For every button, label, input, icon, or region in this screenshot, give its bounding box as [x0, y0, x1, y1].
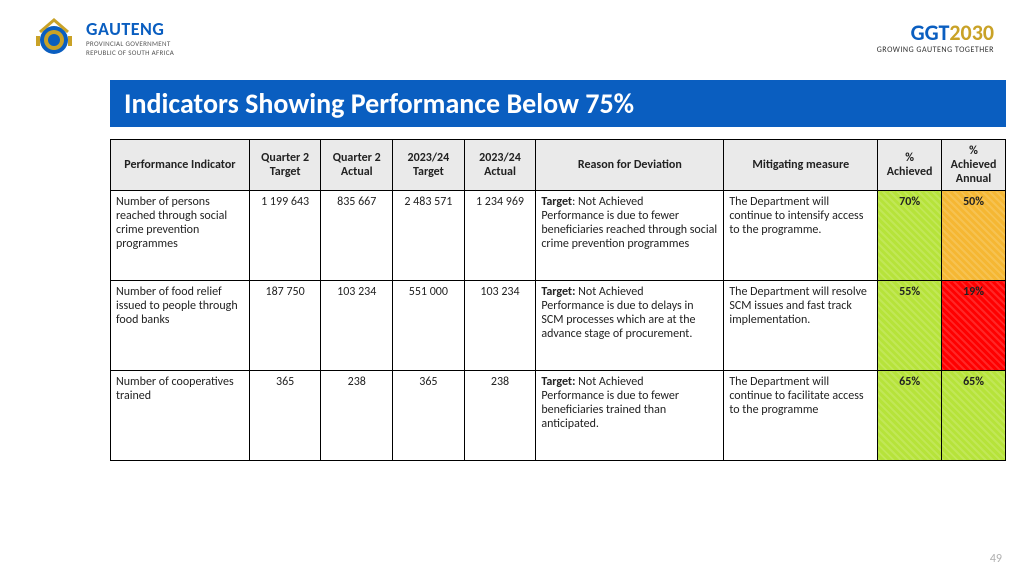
gauteng-sub1: PROVINCIAL GOVERNMENT	[86, 40, 174, 47]
gauteng-sub2: REPUBLIC OF SOUTH AFRICA	[86, 49, 174, 56]
cell-q2-actual: 238	[321, 371, 393, 461]
cell-reason: Target: Not AchievedPerformance is due t…	[536, 371, 724, 461]
cell-mitigating: The Department will resolve SCM issues a…	[724, 281, 878, 371]
table-row: Number of food relief issued to people t…	[111, 281, 1006, 371]
cell-pct-annual: 65%	[942, 371, 1006, 461]
col-y-target: 2023/24 Target	[393, 140, 465, 191]
cell-q2-target: 365	[249, 371, 321, 461]
table-row: Number of persons reached through social…	[111, 191, 1006, 281]
cell-pct-annual: 19%	[942, 281, 1006, 371]
cell-mitigating: The Department will continue to intensif…	[724, 191, 878, 281]
col-indicator: Performance Indicator	[111, 140, 250, 191]
cell-pct-achieved: 70%	[878, 191, 942, 281]
cell-y-actual: 103 234	[464, 281, 536, 371]
table-header-row: Performance Indicator Quarter 2 Target Q…	[111, 140, 1006, 191]
page-number: 49	[990, 552, 1002, 566]
cell-indicator: Number of cooperatives trained	[111, 371, 250, 461]
cell-reason: Target: Not AchievedPerformance is due t…	[536, 191, 724, 281]
cell-y-actual: 1 234 969	[464, 191, 536, 281]
cell-y-target: 365	[393, 371, 465, 461]
cell-q2-actual: 835 667	[321, 191, 393, 281]
cell-y-target: 551 000	[393, 281, 465, 371]
col-q2-actual: Quarter 2 Actual	[321, 140, 393, 191]
gauteng-main: GAUTENG	[86, 20, 174, 38]
table-container: Performance Indicator Quarter 2 Target Q…	[0, 139, 1024, 461]
cell-reason: Target: Not AchievedPerformance is due t…	[536, 281, 724, 371]
cell-mitigating: The Department will continue to facilita…	[724, 371, 878, 461]
crest-icon	[30, 14, 78, 62]
col-y-actual: 2023/24 Actual	[464, 140, 536, 191]
slide-title: Indicators Showing Performance Below 75%	[110, 80, 1006, 127]
col-pct-annual: % Achieved Annual	[942, 140, 1006, 191]
table-row: Number of cooperatives trained3652383652…	[111, 371, 1006, 461]
col-q2-target: Quarter 2 Target	[249, 140, 321, 191]
ggt-year: 2030	[949, 19, 994, 46]
col-pct-achieved: % Achieved	[878, 140, 942, 191]
cell-pct-annual: 50%	[942, 191, 1006, 281]
gauteng-logo: GAUTENG PROVINCIAL GOVERNMENT REPUBLIC O…	[30, 14, 174, 62]
cell-y-target: 2 483 571	[393, 191, 465, 281]
col-mitigating: Mitigating measure	[724, 140, 878, 191]
cell-y-actual: 238	[464, 371, 536, 461]
ggt-prefix: GGT	[911, 19, 950, 46]
ggt-logo: GGT2030 GROWING GAUTENG TOGETHER	[877, 22, 994, 54]
performance-table: Performance Indicator Quarter 2 Target Q…	[110, 139, 1006, 461]
slide-header: GAUTENG PROVINCIAL GOVERNMENT REPUBLIC O…	[0, 0, 1024, 70]
cell-indicator: Number of food relief issued to people t…	[111, 281, 250, 371]
ggt-sub: GROWING GAUTENG TOGETHER	[877, 46, 994, 54]
gauteng-text: GAUTENG PROVINCIAL GOVERNMENT REPUBLIC O…	[86, 20, 174, 56]
cell-indicator: Number of persons reached through social…	[111, 191, 250, 281]
cell-pct-achieved: 55%	[878, 281, 942, 371]
cell-q2-actual: 103 234	[321, 281, 393, 371]
cell-q2-target: 1 199 643	[249, 191, 321, 281]
cell-q2-target: 187 750	[249, 281, 321, 371]
ggt-main: GGT2030	[911, 22, 994, 44]
col-reason: Reason for Deviation	[536, 140, 724, 191]
cell-pct-achieved: 65%	[878, 371, 942, 461]
